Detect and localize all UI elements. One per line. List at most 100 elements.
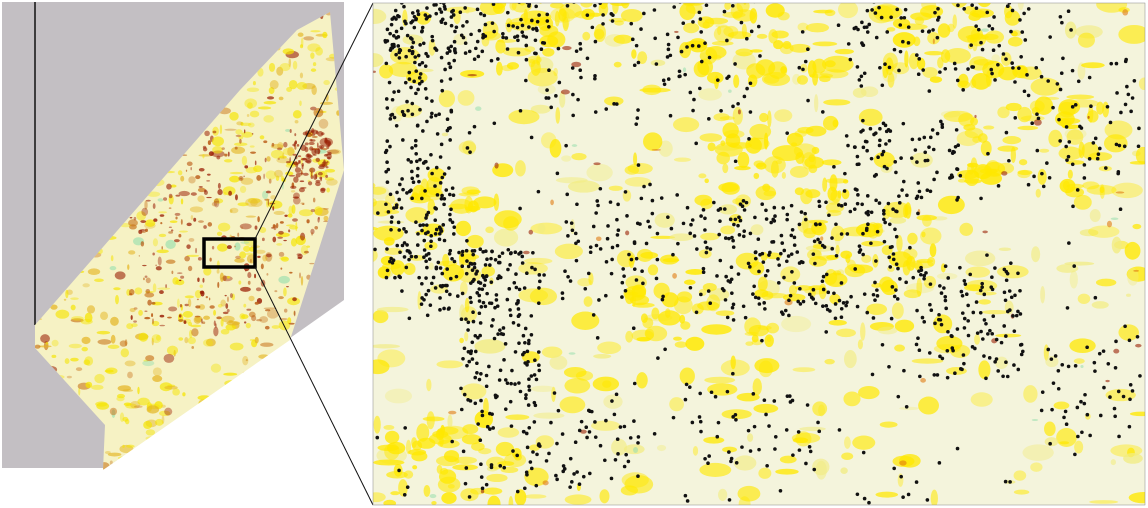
point-marker	[442, 306, 446, 311]
point-marker	[433, 184, 437, 188]
zoom-yellow-patch	[599, 489, 610, 504]
zoom-yellow-patch	[775, 468, 799, 475]
strip-dark-patch	[306, 219, 310, 224]
zoom-red-patch	[494, 162, 499, 169]
point-marker	[394, 52, 398, 57]
point-marker	[1128, 397, 1132, 402]
zoom-yellow-patch	[799, 426, 826, 432]
point-marker	[420, 296, 424, 300]
strip-red-patch	[289, 129, 292, 134]
point-marker	[979, 40, 983, 45]
strip-texture-patch	[205, 338, 216, 347]
point-marker	[927, 351, 932, 355]
zoom-yellow-cluster	[1011, 31, 1018, 37]
point-marker	[492, 29, 496, 34]
point-marker	[843, 171, 847, 176]
strip-texture-patch	[138, 332, 149, 342]
zoom-yellow-patch	[996, 265, 1029, 279]
point-marker	[586, 271, 591, 276]
zoom-red-patch	[974, 114, 977, 119]
point-marker	[501, 31, 505, 36]
point-marker	[472, 248, 477, 253]
point-marker	[588, 250, 593, 255]
point-marker	[497, 3, 499, 4]
point-marker	[455, 294, 460, 298]
point-marker	[806, 47, 810, 52]
strip-texture-patch	[223, 159, 233, 163]
strip-texture-patch	[220, 318, 224, 327]
strip-dark-patch	[215, 323, 217, 328]
zoom-yellow-patch	[654, 212, 675, 228]
point-marker	[839, 306, 844, 311]
point-marker	[521, 34, 526, 38]
point-marker	[598, 3, 602, 5]
strip-red-patch	[298, 159, 301, 164]
point-marker	[901, 39, 905, 44]
point-marker	[725, 38, 729, 43]
strip-texture-patch	[287, 146, 295, 157]
zoom-yellow-patch	[1022, 444, 1054, 461]
point-marker	[446, 307, 451, 311]
zoom-yellow-patch	[373, 459, 405, 466]
strip-texture-patch	[126, 444, 135, 448]
strip-texture-patch	[292, 110, 302, 119]
point-marker	[583, 286, 588, 291]
strip-texture-patch	[247, 122, 255, 128]
point-marker	[410, 49, 415, 54]
zoom-yellow-cluster	[805, 189, 821, 199]
point-marker	[461, 24, 465, 28]
point-marker	[428, 303, 433, 307]
zoom-yellow-patch	[1129, 411, 1145, 417]
strip-texture-patch	[166, 345, 179, 356]
point-marker	[555, 441, 559, 446]
strip-texture-patch	[216, 243, 228, 252]
point-marker	[407, 77, 412, 81]
strip-dark-patch	[261, 237, 265, 242]
strip-texture-patch	[235, 129, 243, 135]
strip-texture-patch	[271, 325, 280, 329]
point-marker	[575, 202, 579, 207]
point-marker	[498, 328, 502, 332]
point-marker	[1013, 80, 1017, 84]
point-marker	[875, 229, 880, 234]
point-marker	[1096, 152, 1101, 156]
point-marker	[518, 250, 523, 255]
strip-texture-patch	[273, 210, 285, 216]
point-marker	[508, 308, 512, 312]
zoom-yellow-cluster	[762, 183, 771, 192]
zoom-yellow-patch	[983, 125, 995, 130]
point-marker	[467, 495, 472, 499]
point-marker	[698, 391, 702, 396]
strip-dark-patch	[187, 265, 193, 272]
zoom-yellow-cluster	[1037, 168, 1047, 185]
point-marker	[959, 289, 964, 294]
strip-dark-patch	[229, 293, 233, 299]
point-marker	[928, 282, 933, 286]
zoom-yellow-cluster	[640, 251, 659, 259]
point-marker	[513, 250, 518, 255]
point-marker	[425, 265, 429, 270]
zoom-yellow-cluster	[361, 267, 372, 277]
zoom-yellow-patch	[464, 297, 470, 313]
point-marker	[1047, 175, 1052, 180]
point-marker	[430, 281, 434, 286]
point-marker	[517, 381, 521, 385]
zoom-yellow-cluster	[837, 190, 842, 199]
point-marker	[477, 28, 482, 33]
point-marker	[734, 418, 738, 422]
zoom-green-patch	[429, 493, 437, 499]
point-marker	[426, 166, 430, 171]
strip-texture-patch	[198, 304, 206, 310]
point-marker	[695, 247, 699, 251]
point-marker	[523, 341, 527, 345]
strip-red-patch	[294, 167, 302, 173]
point-marker	[698, 86, 702, 91]
zoom-yellow-patch	[956, 130, 980, 147]
strip-texture-patch	[306, 245, 311, 248]
point-marker	[479, 462, 483, 467]
strip-texture-patch	[266, 309, 279, 319]
zoom-yellow-patch	[672, 117, 700, 133]
strip-dark-patch	[277, 157, 280, 161]
point-marker	[950, 334, 954, 339]
strip-dark-patch	[129, 216, 133, 219]
